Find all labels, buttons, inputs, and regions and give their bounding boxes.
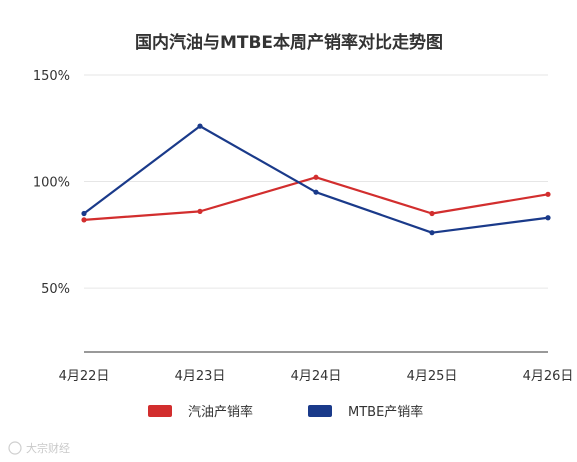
data-point: [81, 217, 87, 223]
data-point: [81, 210, 87, 217]
watermark-text: 大宗财经: [26, 441, 70, 455]
watermark: 大宗财经: [8, 441, 70, 455]
legend-label: 汽油产销率: [188, 404, 253, 420]
series-group: [81, 123, 551, 236]
legend-swatch: [148, 405, 172, 417]
y-tick-label: 150%: [33, 69, 70, 84]
data-point: [313, 174, 319, 180]
legend-label: MTBE产销率: [348, 404, 423, 420]
x-axis: 4月22日 4月23日 4月24日 4月25日 4月26日: [59, 369, 574, 384]
legend-swatch: [308, 405, 332, 417]
watermark-logo-icon: [8, 441, 22, 455]
legend: 汽油产销率 MTBE产销率: [148, 404, 423, 420]
x-tick-label: 4月22日: [59, 369, 110, 384]
grid: [84, 74, 548, 289]
data-point: [429, 230, 435, 236]
data-point: [545, 215, 551, 221]
y-axis: 50% 100% 150%: [33, 69, 70, 297]
y-tick-label: 100%: [33, 176, 70, 191]
x-tick-label: 4月26日: [523, 369, 574, 384]
chart-title: 国内汽油与MTBE本周产销率对比走势图: [135, 32, 443, 53]
data-point: [197, 123, 203, 129]
series-line-1: [83, 176, 549, 221]
data-point: [197, 208, 203, 214]
y-tick-label: 50%: [41, 282, 70, 297]
x-tick-label: 4月25日: [407, 369, 458, 384]
data-point: [429, 210, 435, 217]
data-point: [545, 191, 551, 197]
data-point: [313, 189, 319, 195]
x-tick-label: 4月24日: [291, 369, 342, 384]
x-tick-label: 4月23日: [175, 369, 226, 384]
